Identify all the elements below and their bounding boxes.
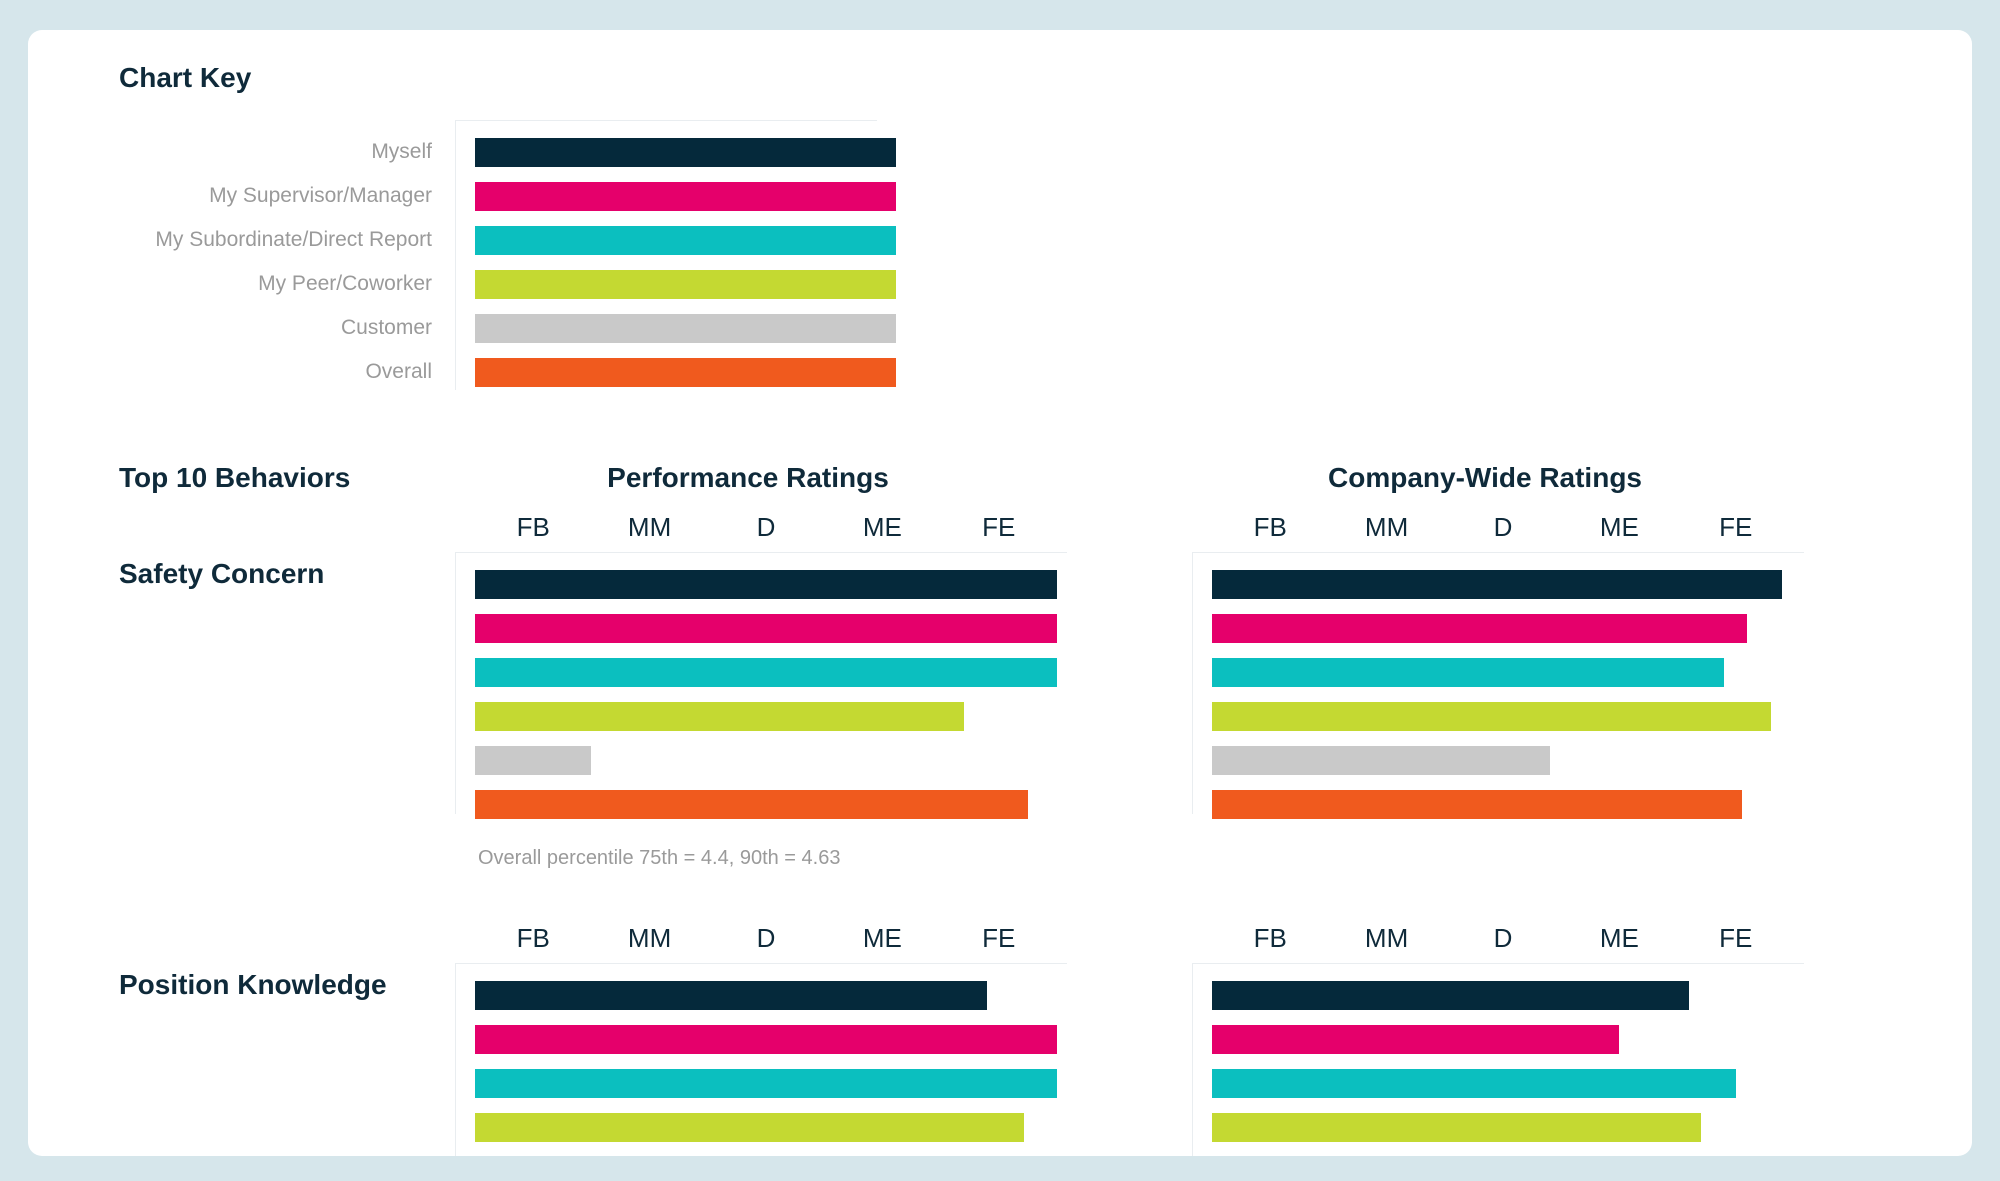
bar-my-subordinate-direct-report-position-knowledge-company-wide-ratings [1212,1069,1736,1098]
tick-me-position-knowledge-performance-ratings: ME [862,923,902,953]
key-label-customer: Customer [340,316,432,339]
bar-myself-safety-concern-company-wide-ratings [1212,570,1783,599]
key-label-my-subordinate-direct-report: My Subordinate/Direct Report [155,228,432,251]
bar-my-peer-coworker-position-knowledge-company-wide-ratings [1212,1113,1701,1142]
bar-my-peer-coworker-safety-concern-company-wide-ratings [1212,702,1771,731]
bar-my-peer-coworker-safety-concern-performance-ratings [475,702,964,731]
tick-fb-safety-concern-company-wide-ratings: FB [1253,512,1287,542]
chart-key-axis [455,120,456,390]
bar-my-subordinate-direct-report-position-knowledge-performance-ratings [475,1069,1057,1098]
tick-fe-position-knowledge-performance-ratings: FE [982,923,1016,953]
key-bar-my-supervisor-manager [475,182,896,211]
top-line-position-knowledge-performance-ratings [455,963,1067,964]
report-card: Chart Key Myself My Supervisor/Manager My … [28,30,1972,1156]
tick-fe-safety-concern-company-wide-ratings: FE [1719,512,1753,542]
chart-key-title: Chart Key [119,62,252,93]
tick-fb-position-knowledge-performance-ratings: FB [516,923,550,953]
bar-my-supervisor-manager-position-knowledge-performance-ratings [475,1025,1057,1054]
bar-my-subordinate-direct-report-safety-concern-performance-ratings [475,658,1057,687]
percentile-note: Overall percentile 75th = 4.4, 90th = 4.… [478,847,841,869]
tick-fe-safety-concern-performance-ratings: FE [982,512,1016,542]
key-label-overall: Overall [365,360,432,383]
bar-customer-safety-concern-performance-ratings [475,746,592,775]
tick-d-safety-concern-performance-ratings: D [756,512,776,542]
tick-mm-position-knowledge-performance-ratings: MM [627,923,672,953]
bar-my-peer-coworker-position-knowledge-performance-ratings [475,1113,1025,1142]
tick-d-safety-concern-company-wide-ratings: D [1493,512,1513,542]
tick-me-safety-concern-company-wide-ratings: ME [1599,512,1639,542]
axis-line-position-knowledge-performance-ratings [455,963,456,1156]
tick-d-position-knowledge-company-wide-ratings: D [1493,923,1513,953]
bar-customer-safety-concern-company-wide-ratings [1212,746,1550,775]
key-bar-customer [475,314,896,343]
performance-title: Performance Ratings [607,462,889,493]
tick-me-safety-concern-performance-ratings: ME [862,512,902,542]
tick-fb-position-knowledge-company-wide-ratings: FB [1253,923,1287,953]
key-label-my-peer-coworker: My Peer/Coworker [258,272,432,295]
tick-fb-safety-concern-performance-ratings: FB [516,512,550,542]
company-title: Company-Wide Ratings [1328,462,1642,493]
tick-fe-position-knowledge-company-wide-ratings: FE [1719,923,1753,953]
tick-me-position-knowledge-company-wide-ratings: ME [1599,923,1639,953]
bar-overall-safety-concern-company-wide-ratings [1212,790,1742,819]
bar-overall-safety-concern-performance-ratings [475,790,1028,819]
key-bar-my-peer-coworker [475,270,896,299]
key-bar-myself [475,138,896,167]
top-line-safety-concern-company-wide-ratings [1192,552,1804,553]
chart-key-top-line [455,120,877,121]
top-line-position-knowledge-company-wide-ratings [1192,963,1804,964]
bar-my-supervisor-manager-position-knowledge-company-wide-ratings [1212,1025,1620,1054]
axis-line-safety-concern-performance-ratings [455,552,456,814]
axis-line-safety-concern-company-wide-ratings [1192,552,1193,814]
key-label-my-supervisor-manager: My Supervisor/Manager [209,184,432,207]
top-line-safety-concern-performance-ratings [455,552,1067,553]
top10-title: Top 10 Behaviors [119,462,351,493]
key-label-myself: Myself [371,140,432,163]
behavior-title-safety-concern: Safety Concern [119,558,325,589]
bar-myself-safety-concern-performance-ratings [475,570,1057,599]
tick-mm-position-knowledge-company-wide-ratings: MM [1364,923,1409,953]
tick-d-position-knowledge-performance-ratings: D [756,923,776,953]
bar-my-supervisor-manager-safety-concern-performance-ratings [475,614,1057,643]
bar-my-supervisor-manager-safety-concern-company-wide-ratings [1212,614,1748,643]
axis-line-position-knowledge-company-wide-ratings [1192,963,1193,1156]
bar-my-subordinate-direct-report-safety-concern-company-wide-ratings [1212,658,1725,687]
bar-myself-position-knowledge-company-wide-ratings [1212,981,1690,1010]
tick-mm-safety-concern-company-wide-ratings: MM [1364,512,1409,542]
behavior-title-position-knowledge: Position Knowledge [119,969,387,1000]
tick-mm-safety-concern-performance-ratings: MM [627,512,672,542]
key-bar-overall [475,358,896,387]
key-bar-my-subordinate-direct-report [475,226,896,255]
bar-myself-position-knowledge-performance-ratings [475,981,988,1010]
